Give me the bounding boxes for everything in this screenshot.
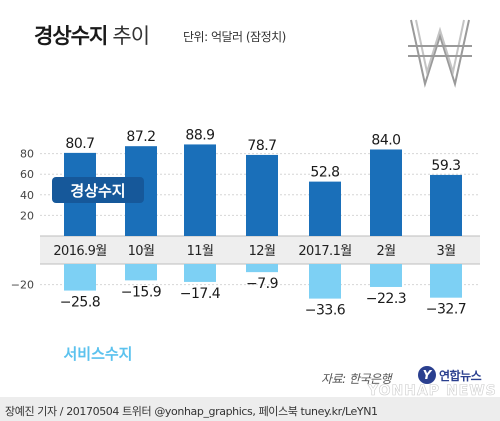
data-label-current-account: 59.3	[431, 158, 460, 174]
bar-service-account	[370, 264, 402, 287]
data-label-service-account: −22.3	[366, 291, 406, 307]
x-tick-label: 2월	[376, 244, 395, 259]
y-tick-label: 80	[20, 148, 34, 161]
data-label-service-account: −7.9	[246, 276, 278, 292]
bar-service-account	[125, 264, 157, 281]
data-label-service-account: −25.8	[60, 295, 100, 311]
y-tick-label: 60	[20, 168, 34, 181]
title-sub: 추이	[112, 24, 150, 48]
footer-band	[0, 397, 500, 421]
won-sign-icon	[408, 19, 472, 88]
logo-text: 연합뉴스	[439, 368, 482, 383]
bar-current-account	[430, 174, 462, 236]
unit-label: 단위: 억달러 (잠정치)	[183, 30, 286, 44]
bar-service-account	[309, 264, 341, 299]
y-tick-label: 40	[20, 189, 34, 202]
yonhap-logo-icon: Y	[418, 366, 436, 384]
legend-service-account-label: 서비스수지	[63, 345, 132, 363]
legend-current-account-box	[52, 177, 144, 203]
data-label-service-account: −15.9	[121, 284, 161, 300]
data-label-current-account: 78.7	[247, 138, 276, 154]
watermark: YONHAP NEWS	[368, 383, 497, 400]
source-label: 자료: 한국은행	[321, 372, 392, 386]
data-label-current-account: 87.2	[126, 129, 155, 145]
chart-title: 경상수지 추이	[34, 20, 150, 50]
x-tick-label: 2016.9월	[53, 244, 106, 259]
bar-current-account	[370, 149, 402, 236]
data-label-current-account: 84.0	[371, 132, 400, 148]
x-tick-label: 3월	[436, 244, 455, 259]
data-label-service-account: −32.7	[426, 302, 466, 318]
data-label-current-account: 88.9	[185, 127, 214, 143]
x-tick-label: 2017.1월	[298, 244, 351, 259]
credit-line: 장예진 기자 / 20170504 트위터 @yonhap_graphics, …	[5, 405, 378, 418]
y-tick-label: −20	[11, 279, 34, 292]
bar-service-account	[64, 264, 96, 291]
x-tick-label: 10월	[128, 244, 155, 259]
data-label-service-account: −33.6	[305, 303, 346, 319]
legend-current-account-label: 경상수지	[70, 182, 125, 200]
yonhap-logo: Y 연합뉴스	[418, 366, 482, 384]
chart: 80 60 40 20 −20 80.7 87.2 88.9 78.7 52.8 84.0 59.3 −…	[11, 127, 480, 363]
x-tick-label: 11월	[187, 244, 214, 259]
bar-service-account	[430, 264, 462, 298]
axis-band	[40, 236, 480, 264]
x-tick-label: 12월	[249, 244, 276, 259]
bar-service-account	[246, 264, 278, 273]
bar-current-account	[246, 154, 278, 236]
bar-current-account	[309, 181, 341, 236]
data-label-current-account: 80.7	[65, 136, 94, 152]
y-tick-label: 20	[20, 209, 34, 222]
title-main: 경상수지	[34, 24, 108, 48]
bar-service-account	[184, 264, 216, 282]
data-label-service-account: −17.4	[180, 286, 221, 302]
data-label-current-account: 52.8	[310, 165, 339, 181]
bar-current-account	[184, 144, 216, 236]
